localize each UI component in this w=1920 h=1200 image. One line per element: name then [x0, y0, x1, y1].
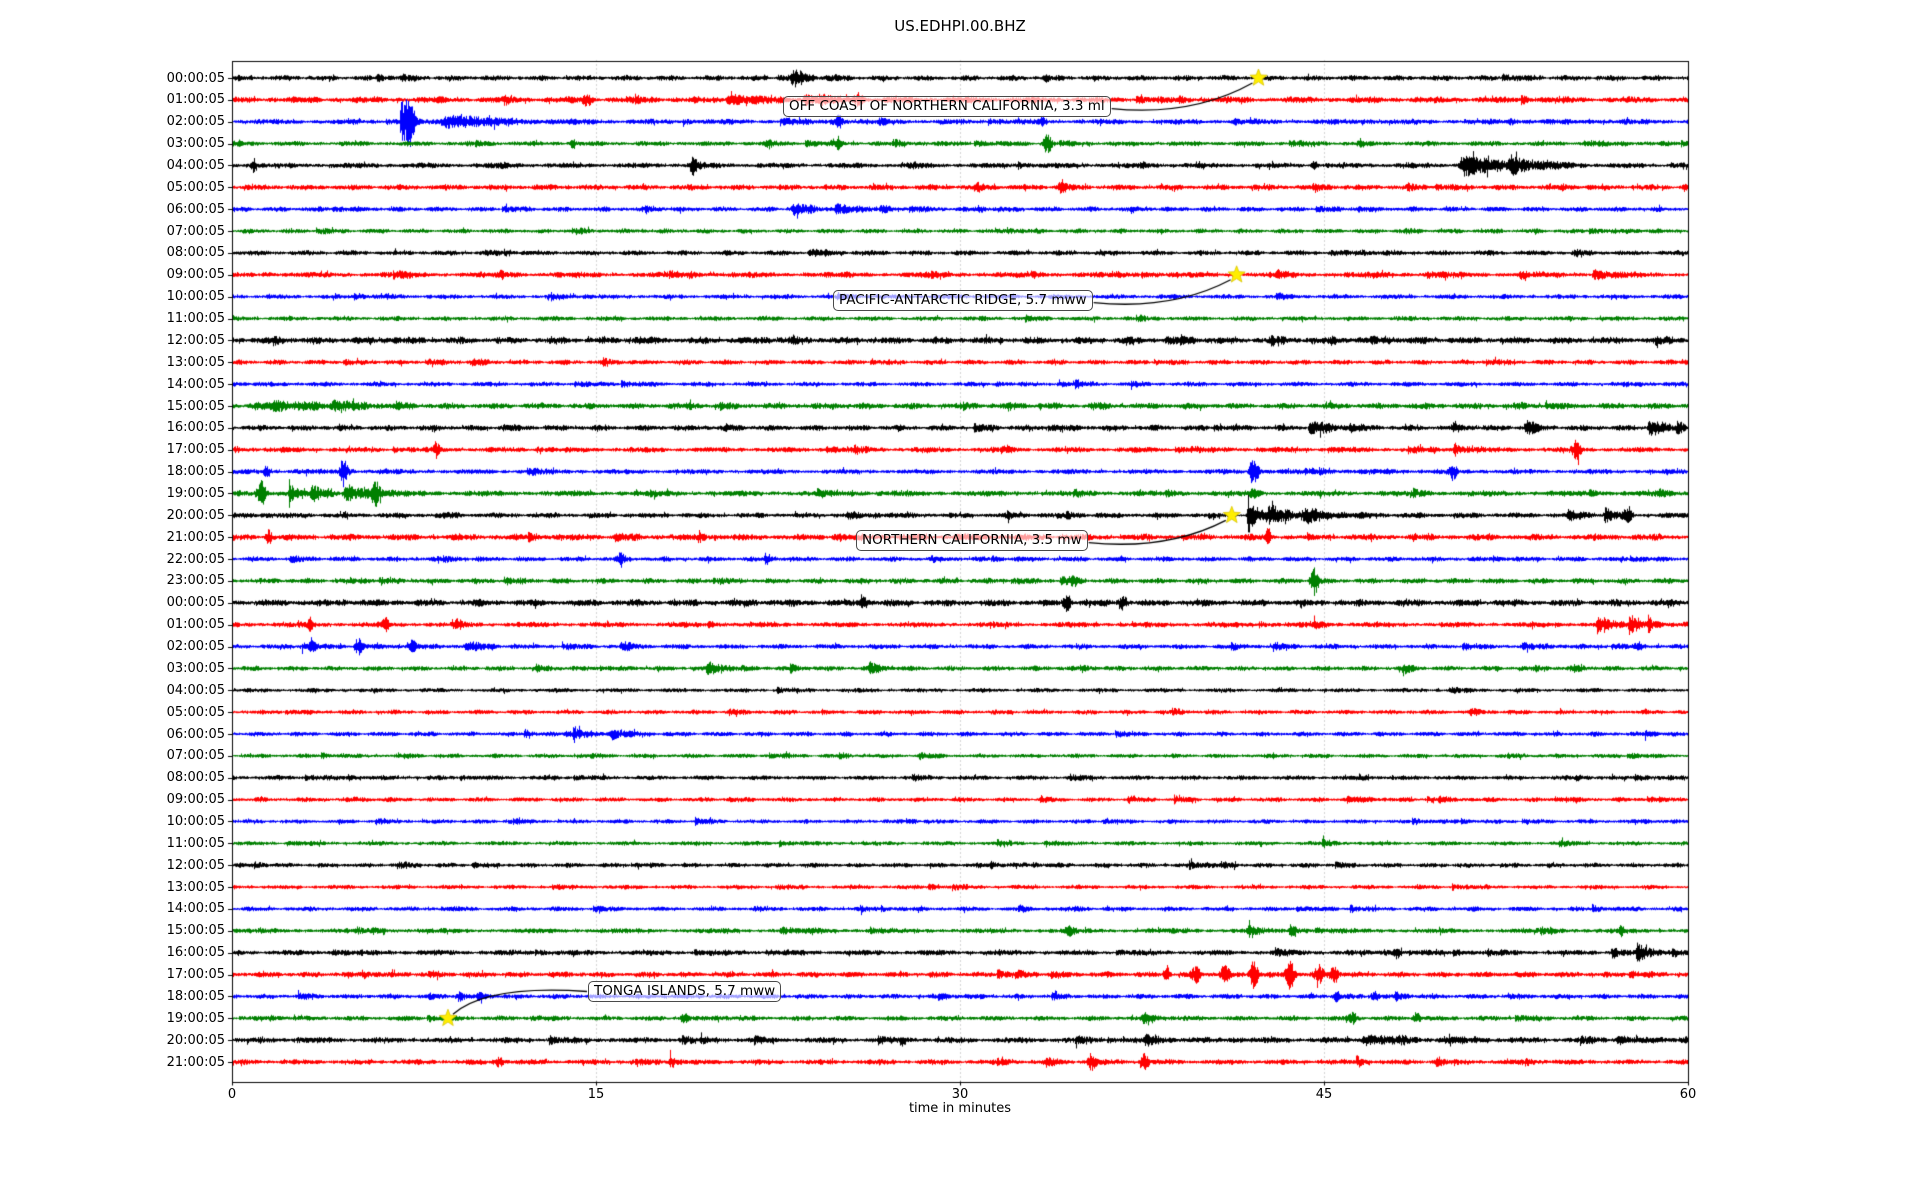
- y-tick-label: 16:00:05: [166, 420, 225, 436]
- y-tick-label: 01:00:05: [166, 617, 225, 633]
- event-annotation-label[interactable]: NORTHERN CALIFORNIA, 3.5 mw: [856, 530, 1088, 551]
- y-tick-label: 08:00:05: [166, 245, 225, 261]
- y-tick-label: 22:00:05: [166, 551, 225, 567]
- y-tick-label: 04:00:05: [166, 682, 225, 698]
- event-annotation-label[interactable]: TONGA ISLANDS, 5.7 mww: [588, 981, 782, 1002]
- y-tick-label: 11:00:05: [166, 311, 225, 327]
- y-tick-label: 00:00:05: [166, 70, 225, 86]
- y-tick-label: 04:00:05: [166, 157, 225, 173]
- y-tick-label: 09:00:05: [166, 792, 225, 808]
- y-tick-label: 09:00:05: [166, 267, 225, 283]
- x-tick-label: 45: [1315, 1087, 1333, 1102]
- y-tick-label: 19:00:05: [166, 1010, 225, 1026]
- plot-title: US.EDHPI.00.BHZ: [894, 17, 1026, 35]
- y-tick-label: 19:00:05: [166, 485, 225, 501]
- y-tick-label: 20:00:05: [166, 1032, 225, 1048]
- y-tick-label: 07:00:05: [166, 223, 225, 239]
- y-tick-label: 02:00:05: [166, 639, 225, 655]
- x-tick-label: 30: [951, 1087, 969, 1102]
- y-tick-label: 13:00:05: [166, 354, 225, 370]
- y-tick-label: 08:00:05: [166, 770, 225, 786]
- y-tick-label: 18:00:05: [166, 464, 225, 480]
- y-tick-label: 10:00:05: [166, 813, 225, 829]
- x-tick-label: 15: [587, 1087, 605, 1102]
- y-tick-label: 17:00:05: [166, 967, 225, 983]
- y-tick-label: 00:00:05: [166, 595, 225, 611]
- y-tick-label: 14:00:05: [166, 376, 225, 392]
- y-tick-label: 21:00:05: [166, 529, 225, 545]
- y-tick-label: 16:00:05: [166, 945, 225, 961]
- y-tick-label: 13:00:05: [166, 879, 225, 895]
- y-tick-label: 03:00:05: [166, 660, 225, 676]
- y-tick-label: 06:00:05: [166, 201, 225, 217]
- event-annotation-label[interactable]: PACIFIC-ANTARCTIC RIDGE, 5.7 mww: [833, 290, 1093, 311]
- y-tick-label: 01:00:05: [166, 92, 225, 108]
- y-tick-label: 15:00:05: [166, 398, 225, 414]
- y-tick-label: 14:00:05: [166, 901, 225, 917]
- y-tick-label: 18:00:05: [166, 988, 225, 1004]
- y-tick-label: 20:00:05: [166, 507, 225, 523]
- y-tick-label: 07:00:05: [166, 748, 225, 764]
- x-tick-label: 60: [1679, 1087, 1697, 1102]
- y-tick-label: 03:00:05: [166, 136, 225, 152]
- y-tick-label: 23:00:05: [166, 573, 225, 589]
- y-tick-label: 06:00:05: [166, 726, 225, 742]
- event-annotation-label[interactable]: OFF COAST OF NORTHERN CALIFORNIA, 3.3 ml: [783, 96, 1111, 117]
- y-tick-label: 12:00:05: [166, 857, 225, 873]
- y-tick-label: 15:00:05: [166, 923, 225, 939]
- x-axis-title: time in minutes: [908, 1101, 1012, 1116]
- y-tick-label: 21:00:05: [166, 1054, 225, 1070]
- y-tick-label: 12:00:05: [166, 332, 225, 348]
- x-tick-label: 0: [227, 1087, 237, 1102]
- y-tick-label: 05:00:05: [166, 704, 225, 720]
- y-tick-label: 10:00:05: [166, 289, 225, 305]
- y-tick-label: 11:00:05: [166, 835, 225, 851]
- y-tick-label: 05:00:05: [166, 179, 225, 195]
- y-tick-label: 02:00:05: [166, 114, 225, 130]
- y-tick-label: 17:00:05: [166, 442, 225, 458]
